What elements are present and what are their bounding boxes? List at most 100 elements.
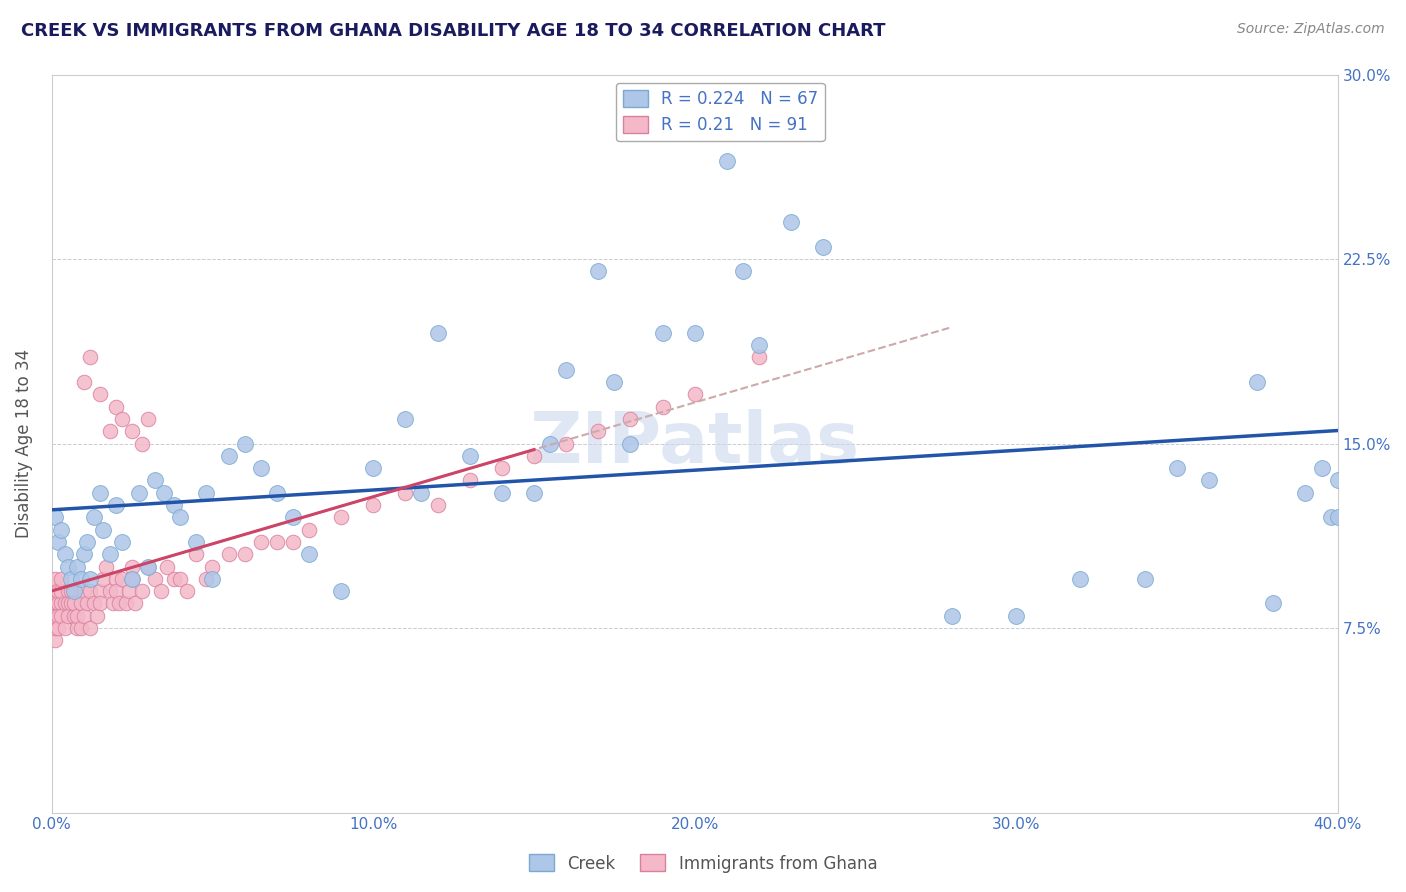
Point	[46, 621, 69, 635]
Point	[101, 596, 124, 610]
Point	[44, 621, 66, 635]
Point	[56, 608, 79, 623]
Point	[813, 240, 835, 254]
Point	[683, 326, 706, 340]
Point	[79, 621, 101, 635]
Point	[105, 572, 128, 586]
Point	[201, 572, 224, 586]
Point	[491, 461, 513, 475]
Point	[731, 264, 754, 278]
Point	[111, 412, 134, 426]
Point	[105, 584, 128, 599]
Point	[89, 596, 111, 610]
Point	[555, 436, 578, 450]
Point	[361, 498, 384, 512]
Point	[330, 510, 353, 524]
Point	[44, 572, 66, 586]
Point	[163, 572, 186, 586]
Point	[121, 572, 143, 586]
Point	[63, 608, 86, 623]
Point	[44, 596, 66, 610]
Point	[51, 523, 73, 537]
Point	[96, 559, 118, 574]
Point	[51, 596, 73, 610]
Point	[555, 362, 578, 376]
Point	[298, 523, 321, 537]
Point	[98, 424, 121, 438]
Point	[131, 436, 153, 450]
Point	[651, 400, 673, 414]
Point	[114, 596, 136, 610]
Point	[118, 584, 141, 599]
Point	[91, 572, 114, 586]
Point	[201, 559, 224, 574]
Point	[53, 596, 76, 610]
Point	[56, 584, 79, 599]
Point	[1320, 510, 1343, 524]
Point	[56, 559, 79, 574]
Point	[176, 584, 198, 599]
Point	[153, 485, 176, 500]
Point	[79, 351, 101, 365]
Point	[266, 535, 288, 549]
Point	[69, 596, 91, 610]
Point	[73, 547, 96, 561]
Point	[195, 485, 218, 500]
Point	[298, 547, 321, 561]
Point	[136, 559, 159, 574]
Point	[83, 596, 105, 610]
Point	[748, 351, 770, 365]
Point	[53, 547, 76, 561]
Point	[586, 264, 609, 278]
Point	[121, 572, 143, 586]
Point	[394, 412, 416, 426]
Point	[603, 375, 626, 389]
Point	[330, 584, 353, 599]
Point	[44, 608, 66, 623]
Point	[121, 424, 143, 438]
Point	[51, 572, 73, 586]
Point	[60, 596, 83, 610]
Point	[136, 559, 159, 574]
Point	[44, 633, 66, 648]
Point	[46, 535, 69, 549]
Point	[66, 621, 89, 635]
Point	[108, 596, 131, 610]
Point	[1166, 461, 1188, 475]
Point	[281, 510, 304, 524]
Point	[98, 547, 121, 561]
Point	[491, 485, 513, 500]
Point	[394, 485, 416, 500]
Point	[69, 572, 91, 586]
Point	[1295, 485, 1317, 500]
Point	[89, 485, 111, 500]
Point	[128, 485, 150, 500]
Point	[73, 375, 96, 389]
Point	[163, 498, 186, 512]
Point	[411, 485, 433, 500]
Point	[1005, 608, 1028, 623]
Point	[46, 584, 69, 599]
Point	[46, 608, 69, 623]
Point	[218, 449, 240, 463]
Point	[46, 596, 69, 610]
Point	[586, 424, 609, 438]
Point	[683, 387, 706, 401]
Point	[218, 547, 240, 561]
Point	[131, 584, 153, 599]
Point	[195, 572, 218, 586]
Point	[1133, 572, 1156, 586]
Point	[941, 608, 963, 623]
Point	[523, 449, 546, 463]
Point	[249, 535, 271, 549]
Point	[619, 412, 641, 426]
Point	[1263, 596, 1285, 610]
Point	[281, 535, 304, 549]
Point	[44, 584, 66, 599]
Point	[458, 474, 481, 488]
Point	[651, 326, 673, 340]
Point	[44, 596, 66, 610]
Point	[186, 547, 208, 561]
Point	[169, 510, 191, 524]
Point	[44, 510, 66, 524]
